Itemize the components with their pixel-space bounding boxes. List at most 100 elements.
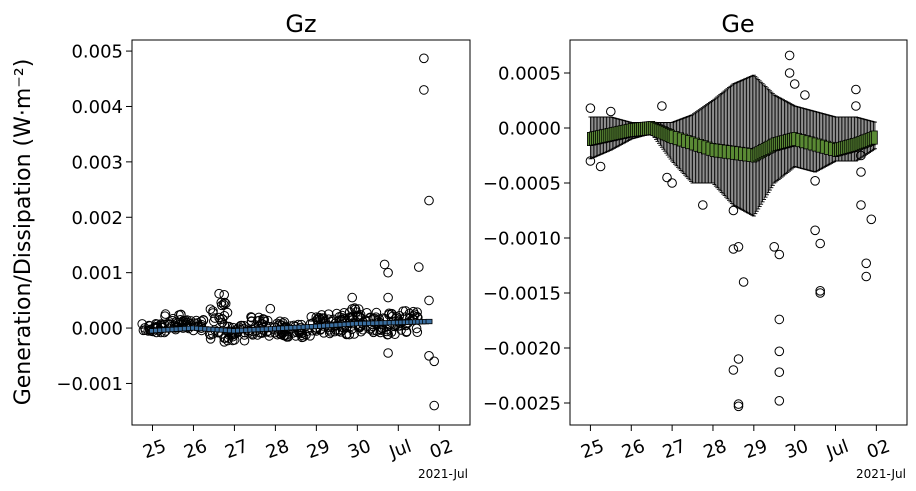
panel-gz-outlier: [356, 326, 366, 337]
panel-ge-frame: [569, 39, 908, 426]
panel-ge-xtick-label: 29: [742, 436, 771, 464]
panel-ge-xtick-label: 30: [782, 436, 811, 464]
panel-gz-outlier: [218, 299, 229, 310]
panel-gz-outlier: [371, 307, 382, 318]
panel-gz: Gz 2021-Jul −0.001 0.000 0.001 0.002 0.003 0.…: [56, 10, 471, 481]
panel-gz-outlier: [176, 309, 186, 320]
panel-gz-outlier: [429, 356, 440, 367]
panel-ge-outlier: [728, 365, 739, 375]
panel-ge-outlier: [733, 242, 744, 252]
panel-ge-ytick-label: 0.0005: [498, 64, 561, 85]
panel-gz-xtick-label: Jul: [386, 436, 415, 464]
panel-gz-outlier: [384, 308, 394, 319]
panel-gz-xtick-label: 02: [427, 436, 456, 464]
panel-gz-ytick-label: −0.001: [56, 374, 123, 395]
panel-ge-outlier: [585, 156, 596, 166]
panel-gz-ytick-label: 0.001: [71, 263, 123, 284]
panel-ge-outlier: [774, 314, 785, 325]
panel-ge-outlier: [851, 84, 861, 95]
panel-gz-outlier: [314, 312, 324, 323]
panel-ge-outlier: [856, 200, 866, 210]
panel-gz-xtick-label: 25: [140, 436, 169, 464]
panel-ge-outlier: [733, 401, 744, 412]
panel-ge-outlier: [774, 367, 785, 378]
panel-gz-outlier: [383, 348, 393, 358]
panel-gz-outlier: [259, 316, 269, 327]
panel-gz-outlier: [160, 309, 171, 319]
panel-gz-outlier: [412, 307, 422, 318]
panel-gz-outlier: [355, 310, 366, 320]
panel-gz-ytick-label: 0.000: [71, 319, 123, 340]
panel-ge-outlier: [800, 90, 810, 100]
panel-gz-outlier: [344, 329, 355, 340]
y-axis-label: Generation/Dissipation (W·m⁻²): [11, 59, 36, 406]
panel-gz-outlier: [198, 315, 209, 325]
panel-ge-outlier: [585, 103, 596, 113]
panel-ge-outlier: [733, 354, 744, 364]
panel-ge-ytick-label: −0.0015: [483, 284, 561, 305]
panel-gz-outlier: [419, 53, 429, 64]
panel-gz-ytick-label: 0.004: [71, 97, 123, 118]
panel-gz-outlier: [283, 332, 294, 342]
panel-ge-ytick-label: −0.0005: [483, 174, 561, 195]
panel-ge-offset-label: 2021-Jul: [856, 467, 906, 481]
panel-gz-outlier: [383, 267, 393, 278]
panel-ge-xtick-label: 27: [660, 436, 689, 464]
panel-gz-ytick-label: 0.002: [71, 208, 123, 229]
panel-gz-outlier: [339, 308, 349, 318]
panel-ge-outlier: [728, 244, 739, 254]
panel-gz-outlier: [325, 328, 335, 339]
panel-gz-outlier: [383, 292, 393, 303]
panel-ge-outlier: [856, 150, 866, 161]
panel-gz-outlier: [412, 327, 423, 338]
panel-ge-ytick-label: 0.0000: [498, 119, 561, 140]
panel-gz-outlier: [239, 335, 250, 346]
panel-ge-outlier: [866, 214, 877, 225]
panel-gz-outlier: [419, 85, 429, 95]
panel-gz-outlier: [349, 329, 360, 339]
panel-ge-outlier: [856, 167, 866, 177]
panel-ge-outlier: [815, 238, 826, 249]
panel-ge-outlier: [698, 200, 708, 210]
panel-ge-outlier: [810, 176, 820, 186]
panel-ge-outlier: [657, 101, 667, 111]
panel-gz-outlier: [205, 334, 216, 344]
panel-gz-offset-label: 2021-Jul: [418, 467, 468, 481]
panel-ge-outlier: [789, 79, 800, 89]
panel-ge-ytick-label: −0.0020: [483, 339, 561, 360]
panel-gz-outlier: [379, 259, 390, 270]
panel-ge-ytick-label: −0.0025: [483, 394, 561, 415]
panel-ge-outlier: [662, 172, 672, 183]
panel-ge-outlier: [851, 101, 861, 111]
panel-gz-outlier: [196, 316, 207, 327]
panel-gz-ytick-label: 0.003: [71, 152, 123, 173]
panel-gz-outlier: [347, 292, 358, 303]
panel-gz-outlier: [209, 316, 219, 327]
panel-ge-outlier: [738, 277, 749, 287]
panel-gz-outlier: [429, 400, 440, 411]
panel-gz-frame: [131, 39, 471, 426]
panel-gz-outlier: [265, 303, 276, 314]
panel-gz-ytick-label: 0.005: [71, 42, 123, 63]
panel-gz-outlier: [424, 195, 434, 206]
panel-gz-outlier: [219, 290, 229, 300]
panel-gz-outlier: [219, 311, 230, 321]
panel-ge-outlier: [733, 399, 744, 409]
panel-gz-outlier: [246, 312, 256, 322]
panel-gz-outlier: [214, 288, 224, 299]
panel-ge-outlier: [595, 161, 606, 172]
panel-ge-outlier: [774, 396, 785, 406]
panel-ge-outlier: [810, 225, 820, 236]
panel-gz-outlier: [246, 316, 257, 326]
panel-gz-xtick-label: 26: [181, 436, 210, 464]
panel-ge-outlier: [815, 288, 826, 298]
panel-gz-outlier: [222, 307, 233, 318]
panel-gz-outlier: [382, 329, 393, 340]
panel-ge-outlier: [774, 249, 785, 260]
panel-ge-outlier: [606, 106, 616, 117]
panel-gz-outlier: [344, 307, 355, 318]
panel-gz-title: Gz: [285, 10, 316, 38]
panel-ge-outlier: [728, 205, 739, 216]
panel-gz-outlier: [305, 331, 315, 341]
